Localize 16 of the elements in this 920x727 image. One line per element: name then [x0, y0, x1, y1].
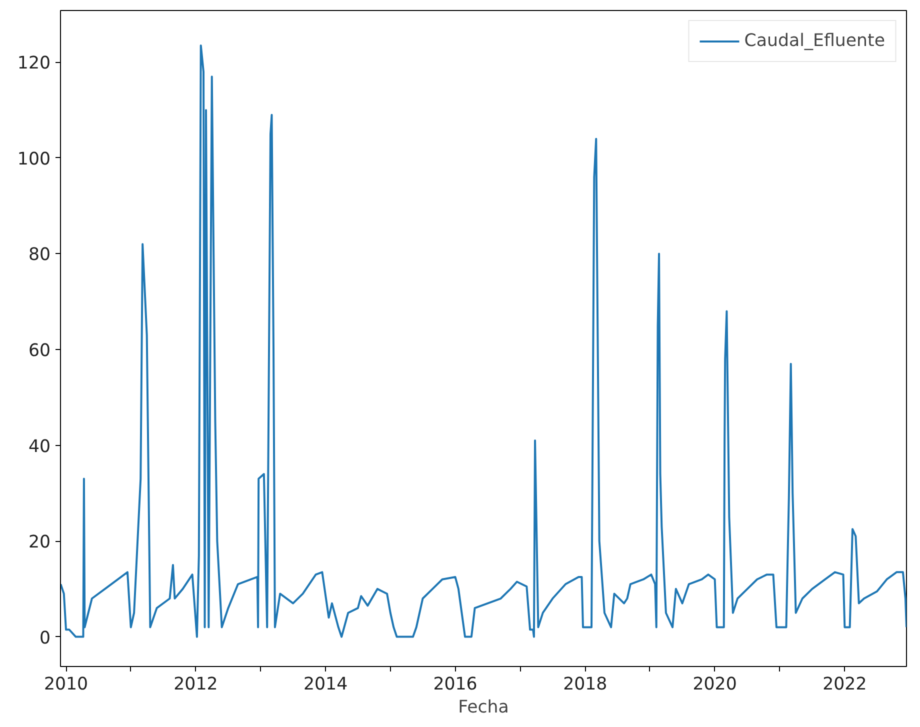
y-tick-label: 0	[39, 628, 51, 648]
legend-label: Caudal_Efluente	[744, 31, 885, 51]
y-tick-label: 80	[28, 245, 51, 266]
y-tick-label: 60	[28, 341, 51, 362]
x-tick-label: 2012	[174, 674, 218, 694]
x-tick-label: 2022	[822, 674, 867, 694]
x-tick-label: 2010	[44, 674, 88, 694]
x-tick-label: 2020	[692, 674, 737, 694]
x-tick-label: 2016	[433, 674, 478, 694]
y-tick-label: 40	[28, 436, 51, 457]
x-tick-label: 2018	[563, 674, 608, 694]
x-tick-label: 2014	[304, 674, 348, 694]
y-tick-label: 100	[17, 149, 51, 170]
y-tick-label: 20	[28, 532, 51, 553]
y-tick-label: 120	[17, 54, 51, 74]
x-axis-title: Fecha	[458, 698, 509, 718]
